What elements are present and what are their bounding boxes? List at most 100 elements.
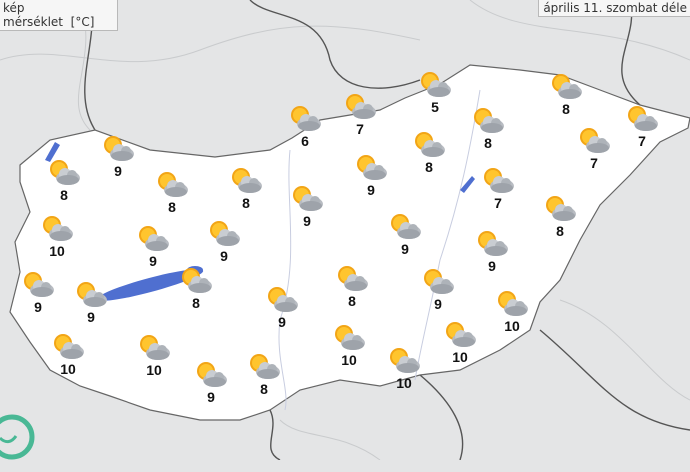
- partly-cloudy-icon: [139, 226, 169, 251]
- weather-station: 10: [35, 214, 79, 259]
- temperature-value: 8: [168, 199, 176, 215]
- temperature-value: 10: [452, 349, 468, 365]
- partly-cloudy-icon: [77, 282, 107, 307]
- temperature-value: 10: [60, 361, 76, 377]
- temperature-value: 8: [556, 223, 564, 239]
- weather-station: 9: [202, 219, 246, 264]
- weather-station: 8: [174, 266, 218, 311]
- partly-cloudy-icon: [158, 172, 188, 197]
- hungary-land: [9, 64, 690, 421]
- temperature-value: 9: [278, 314, 286, 330]
- logo-icon: [0, 414, 35, 460]
- weather-station: 8: [466, 106, 510, 151]
- temperature-value: 9: [34, 299, 42, 315]
- lake-balaton: [96, 269, 204, 301]
- temperature-value: 10: [49, 243, 65, 259]
- lake-ferto: [45, 142, 60, 162]
- forecast-date: április 11. szombat déle: [538, 0, 690, 17]
- temperature-value: 9: [87, 309, 95, 325]
- temperature-value: 9: [220, 248, 228, 264]
- partly-cloudy-icon: [391, 214, 421, 239]
- weather-station: 8: [544, 72, 588, 117]
- temperature-value: 8: [242, 195, 250, 211]
- weather-station: 10: [46, 332, 90, 377]
- partly-cloudy-icon: [268, 287, 298, 312]
- partly-cloudy-icon: [335, 325, 365, 350]
- weather-station: 8: [407, 130, 451, 175]
- partly-cloudy-icon: [484, 168, 514, 193]
- legend-unit: mérséklet [°C]: [3, 15, 95, 29]
- partly-cloudy-icon: [140, 335, 170, 360]
- temperature-value: 5: [431, 99, 439, 115]
- weather-station: 8: [242, 352, 286, 397]
- temperature-value: 9: [207, 389, 215, 405]
- weather-station: 10: [438, 320, 482, 365]
- temperature-value: 7: [356, 121, 364, 137]
- partly-cloudy-icon: [421, 72, 451, 97]
- weather-station: 7: [620, 104, 664, 149]
- legend-box: kép mérséklet [°C]: [0, 0, 118, 31]
- weather-station: 10: [132, 333, 176, 378]
- partly-cloudy-icon: [357, 155, 387, 180]
- lake-tisza: [460, 176, 475, 193]
- weather-station: 7: [572, 126, 616, 171]
- temperature-value: 10: [146, 362, 162, 378]
- partly-cloudy-icon: [210, 221, 240, 246]
- partly-cloudy-icon: [552, 74, 582, 99]
- weather-station: 10: [327, 323, 371, 368]
- temperature-value: 8: [562, 101, 570, 117]
- temperature-value: 9: [303, 213, 311, 229]
- weather-station: 7: [476, 166, 520, 211]
- partly-cloudy-icon: [346, 94, 376, 119]
- partly-cloudy-icon: [546, 196, 576, 221]
- partly-cloudy-icon: [250, 354, 280, 379]
- temperature-value: 9: [434, 296, 442, 312]
- weather-station: 9: [189, 360, 233, 405]
- partly-cloudy-icon: [390, 348, 420, 373]
- partly-cloudy-icon: [446, 322, 476, 347]
- temperature-value: 8: [260, 381, 268, 397]
- temperature-value: 6: [301, 133, 309, 149]
- partly-cloudy-icon: [478, 231, 508, 256]
- temperature-value: 9: [401, 241, 409, 257]
- partly-cloudy-icon: [24, 272, 54, 297]
- partly-cloudy-icon: [50, 160, 80, 185]
- weather-station: 10: [490, 289, 534, 334]
- weather-station: 8: [150, 170, 194, 215]
- weather-station: 6: [283, 104, 327, 149]
- legend-title: kép: [3, 1, 25, 15]
- temperature-value: 10: [396, 375, 412, 391]
- temperature-value: 9: [114, 163, 122, 179]
- partly-cloudy-icon: [54, 334, 84, 359]
- partly-cloudy-icon: [338, 266, 368, 291]
- weather-station: 7: [338, 92, 382, 137]
- temperature-value: 10: [341, 352, 357, 368]
- partly-cloudy-icon: [293, 186, 323, 211]
- temperature-value: 9: [149, 253, 157, 269]
- weather-station: 9: [349, 153, 393, 198]
- weather-station: 10: [382, 346, 426, 391]
- partly-cloudy-icon: [498, 291, 528, 316]
- weather-station: 9: [16, 270, 60, 315]
- partly-cloudy-icon: [43, 216, 73, 241]
- partly-cloudy-icon: [104, 136, 134, 161]
- weather-station: 9: [260, 285, 304, 330]
- partly-cloudy-icon: [182, 268, 212, 293]
- country-map: [0, 0, 690, 460]
- weather-station: 9: [285, 184, 329, 229]
- weather-station: 9: [131, 224, 175, 269]
- weather-station: 9: [96, 134, 140, 179]
- partly-cloudy-icon: [628, 106, 658, 131]
- weather-station: 9: [416, 267, 460, 312]
- weather-station: 8: [538, 194, 582, 239]
- temperature-value: 10: [504, 318, 520, 334]
- temperature-value: 8: [192, 295, 200, 311]
- weather-station: 9: [383, 212, 427, 257]
- partly-cloudy-icon: [291, 106, 321, 131]
- partly-cloudy-icon: [474, 108, 504, 133]
- temperature-value: 7: [590, 155, 598, 171]
- partly-cloudy-icon: [580, 128, 610, 153]
- partly-cloudy-icon: [415, 132, 445, 157]
- temperature-value: 8: [60, 187, 68, 203]
- weather-station: 9: [69, 280, 113, 325]
